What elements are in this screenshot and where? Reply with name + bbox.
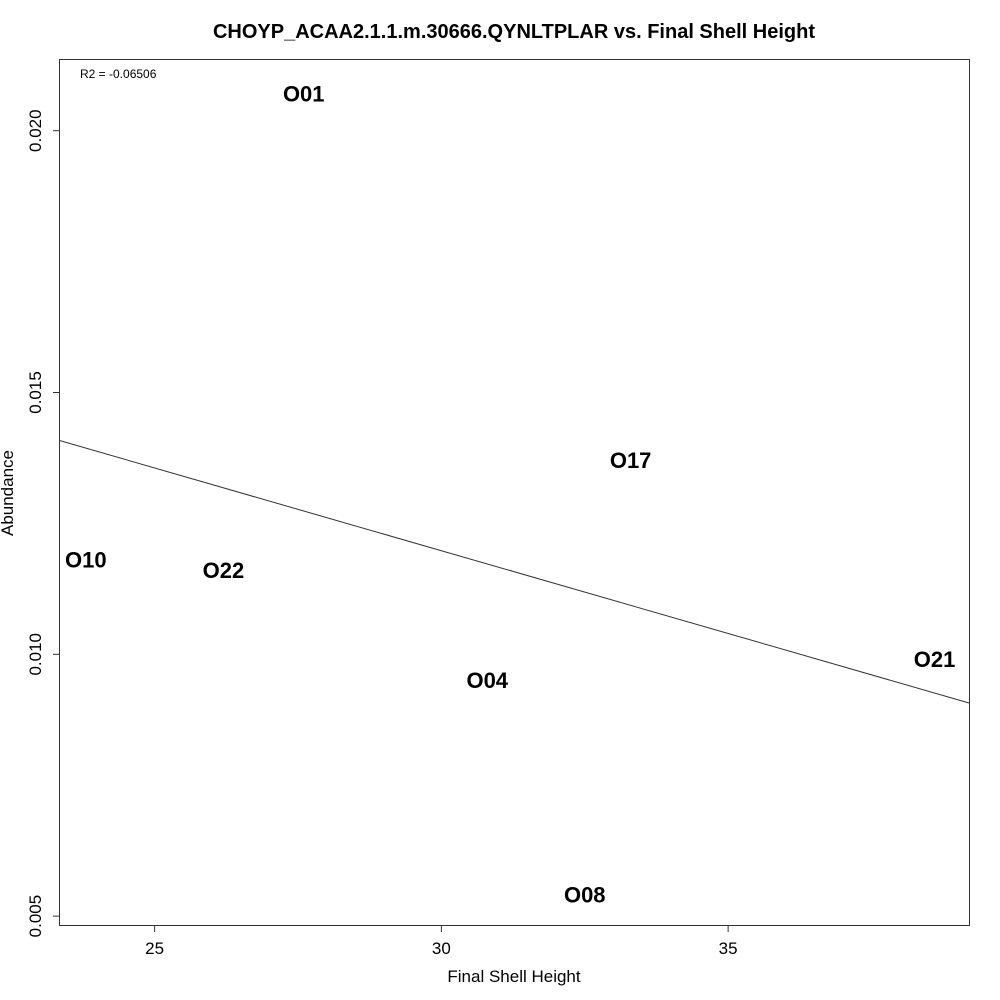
data-point-label: O17 <box>610 448 652 473</box>
y-tick-label: 0.020 <box>26 109 45 152</box>
data-point-label: O01 <box>283 82 325 107</box>
r2-annotation: R2 = -0.06506 <box>80 67 157 81</box>
plot-area-border <box>59 59 970 926</box>
data-point-label: O21 <box>914 647 956 672</box>
x-tick-label: 35 <box>719 939 738 958</box>
y-tick-label: 0.015 <box>26 371 45 414</box>
x-tick-label: 30 <box>432 939 451 958</box>
data-point-label: O22 <box>203 558 245 583</box>
regression-line <box>59 440 970 704</box>
data-point-label: O04 <box>466 668 508 693</box>
y-tick-label: 0.010 <box>26 633 45 676</box>
y-tick-label: 0.005 <box>26 895 45 938</box>
y-axis-label: Abundance <box>0 450 17 536</box>
data-point-label: O10 <box>65 548 107 573</box>
y-axis-ticks: 0.005 0.010 0.015 0.020 <box>26 109 60 937</box>
data-points: O01 O17 O10 O22 O04 O21 O08 <box>65 82 955 908</box>
regression-line-group <box>59 440 970 704</box>
x-axis-label: Final Shell Height <box>447 967 581 986</box>
x-tick-label: 25 <box>145 939 164 958</box>
chart-title: CHOYP_ACAA2.1.1.m.30666.QYNLTPLAR vs. Fi… <box>213 21 815 43</box>
x-axis-ticks: 25 30 35 <box>145 925 738 958</box>
data-point-label: O08 <box>564 883 606 908</box>
